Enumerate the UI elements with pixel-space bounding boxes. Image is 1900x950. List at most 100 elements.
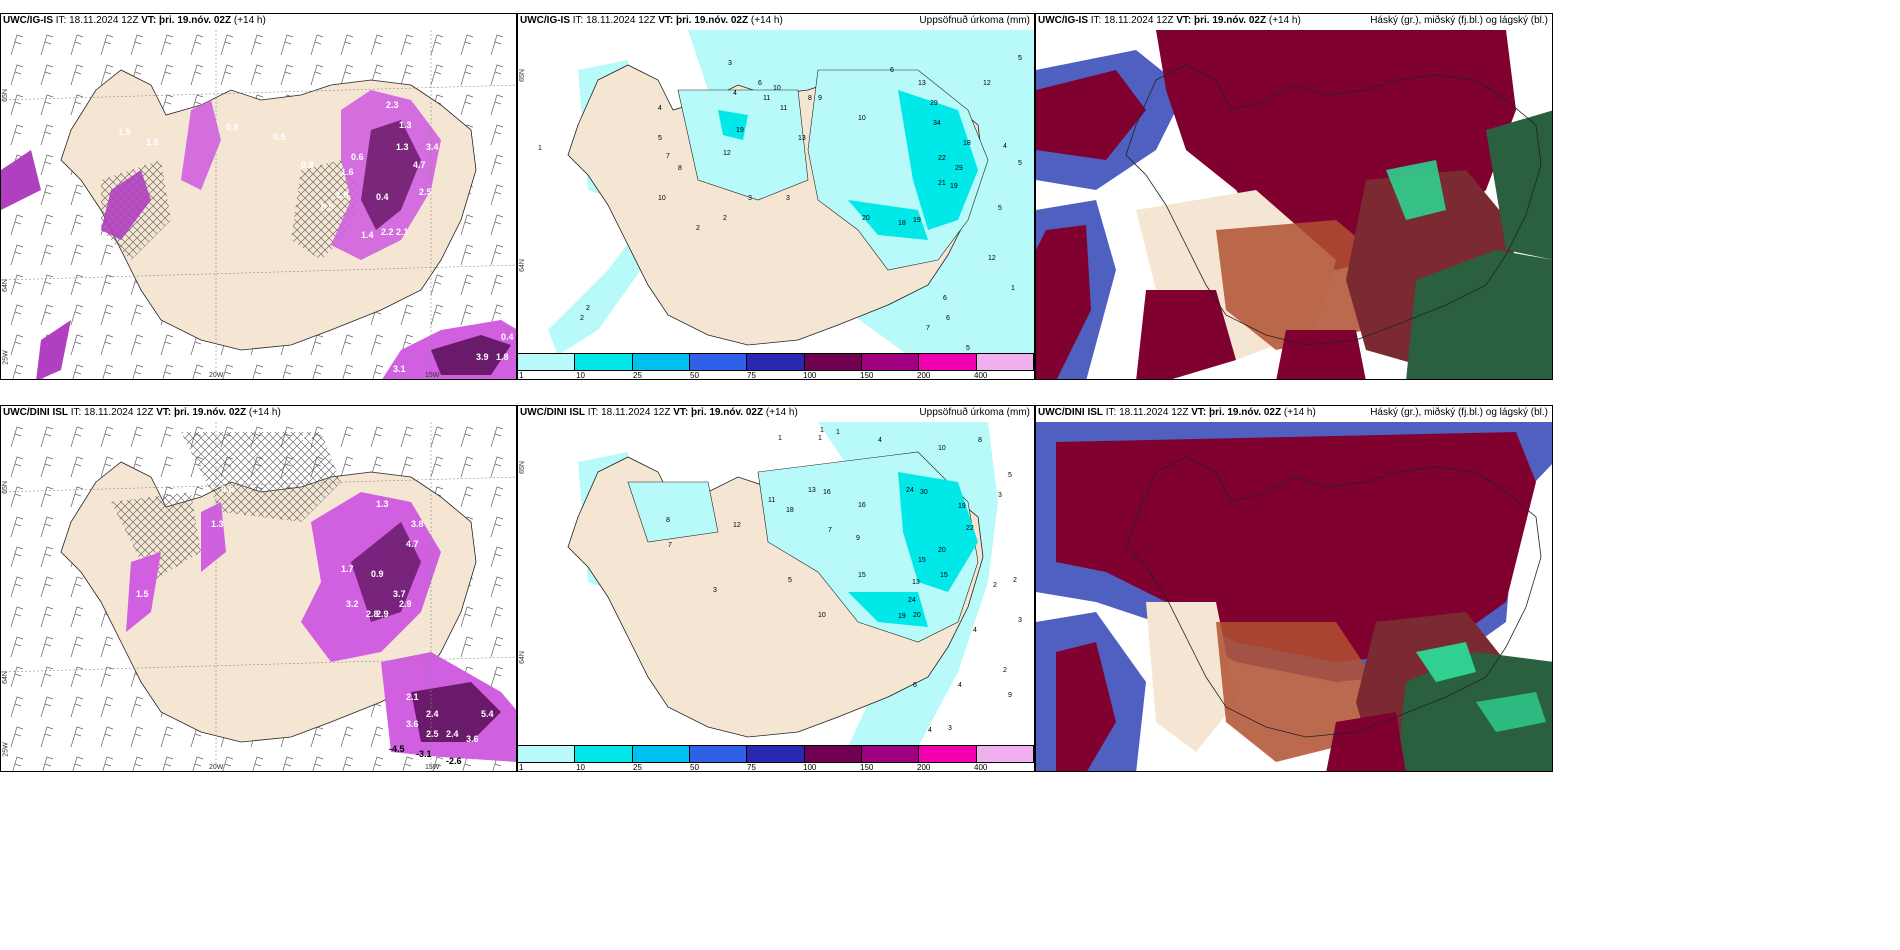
value-label: 12 <box>983 80 991 87</box>
panel-6-clouds-dini: UWC/DINI ISL IT: 18.11.2024 12Z VT: þri.… <box>1035 405 1553 772</box>
value-label: 10 <box>658 195 666 202</box>
value-label: 3 <box>748 195 752 202</box>
value-label: 20 <box>938 547 946 554</box>
value-label: 1.3 <box>211 519 224 529</box>
value-label: 11 <box>768 497 775 504</box>
value-label: 5 <box>1018 55 1022 62</box>
value-label: 4 <box>973 627 977 634</box>
value-label: 10 <box>818 612 826 619</box>
panel-title: UWC/DINI ISL IT: 18.11.2024 12Z VT: þri.… <box>1038 407 1316 418</box>
panel-subtitle: Uppsöfnuð úrkoma (mm) <box>919 15 1030 26</box>
value-label: 8 <box>666 517 670 524</box>
value-label: 6 <box>946 315 950 322</box>
value-label: 4.7 <box>406 539 419 549</box>
panel-3-clouds-igis: UWC/IG-IS IT: 18.11.2024 12Z VT: þri. 19… <box>1035 13 1553 380</box>
lat-label: 25W <box>2 742 10 757</box>
colorbar-cell <box>861 746 920 762</box>
colorbar-cell <box>518 746 576 762</box>
value-label: 7 <box>828 527 832 534</box>
colorbar-cell <box>689 746 748 762</box>
value-label: 3.1 <box>393 364 406 374</box>
colorbar-label: 1 <box>519 371 524 380</box>
value-label: 7 <box>666 153 670 160</box>
value-label: 4 <box>928 727 932 734</box>
value-label: 3.6 <box>466 734 479 744</box>
colorbar-label: 10 <box>576 371 585 380</box>
value-label: 1.4 <box>361 230 374 240</box>
colorbar-cell <box>575 746 633 762</box>
panel-2-precip-igis: UWC/IG-IS IT: 18.11.2024 12Z VT: þri. 19… <box>517 13 1035 380</box>
value-label: 12 <box>733 522 741 529</box>
panel-title: UWC/DINI ISL IT: 18.11.2024 12Z VT: þri.… <box>520 407 798 418</box>
map-clouds <box>1036 30 1552 379</box>
lat-label: 64N <box>518 651 526 664</box>
colorbar-label: 400 <box>974 371 988 380</box>
value-label: 6 <box>913 682 917 689</box>
value-label: 1.3 <box>396 142 409 152</box>
value-label: 4 <box>658 105 662 112</box>
colorbar-cell <box>689 354 748 370</box>
value-label: 1 <box>820 427 824 434</box>
lat-label: 64N <box>1 671 9 684</box>
value-label: 6 <box>890 67 894 74</box>
value-label: 24 <box>908 597 916 604</box>
colorbar-cell <box>976 354 1034 370</box>
colorbar-cell <box>804 746 862 762</box>
map-wind-precip: 0.8 1.5 1.5 0.5 0.6 2.3 1.3 0.8 1.6 1.3 … <box>1 30 516 379</box>
value-label: 2.3 <box>386 100 399 110</box>
colorbar-label: 25 <box>633 763 642 772</box>
value-label: 2.1 <box>406 692 419 702</box>
colorbar-cell <box>747 354 805 370</box>
value-label: 0.6 <box>221 484 234 494</box>
lon-label: 20W <box>209 372 224 379</box>
colorbar-label: 50 <box>690 371 699 380</box>
value-label: 1.3 <box>399 120 412 130</box>
value-label: 12 <box>988 255 996 262</box>
lat-label: 65N <box>1 89 9 102</box>
lon-label: 15W <box>425 372 440 379</box>
value-label: 4 <box>878 437 882 444</box>
value-label: 0.4 <box>501 332 514 342</box>
panel-title: UWC/DINI ISL IT: 18.11.2024 12Z VT: þri.… <box>3 407 281 418</box>
panel-title: UWC/IG-IS IT: 18.11.2024 12Z VT: þri. 19… <box>3 15 266 26</box>
value-label: 2.4 <box>426 709 439 719</box>
value-label: 16 <box>823 489 831 496</box>
value-label: 2 <box>580 315 584 322</box>
colorbar-cell <box>518 354 576 370</box>
colorbar-label: 10 <box>576 763 585 772</box>
value-label: 1.6 <box>341 167 354 177</box>
precip-colorbar: 1 10 25 50 75 100 150 200 400 <box>518 745 1034 771</box>
value-label: 34 <box>933 120 941 127</box>
colorbar-cell <box>919 746 977 762</box>
value-label: 18 <box>898 220 906 227</box>
value-label: 3 <box>948 725 952 732</box>
panel-subtitle: Háský (gr.), miðský (fj.bl.) og lágský (… <box>1370 407 1548 418</box>
value-label: 2.5 <box>426 729 439 739</box>
value-label: 5 <box>788 577 792 584</box>
value-label: 11 <box>763 95 770 102</box>
colorbar-label: 200 <box>917 371 931 380</box>
value-label: 22 <box>938 155 946 162</box>
value-label: 1.8 <box>336 190 349 200</box>
value-label: 2.8 <box>366 609 379 619</box>
value-label: 13 <box>918 80 926 87</box>
value-label: 6 <box>943 295 947 302</box>
value-label: 1 <box>1011 285 1015 292</box>
value-label: 20 <box>862 215 870 222</box>
value-label: 0.6 <box>351 152 364 162</box>
value-label: 0.8 <box>226 122 239 132</box>
value-label: 4.7 <box>413 160 426 170</box>
colorbar-label: 150 <box>860 763 874 772</box>
value-label: 1.5 <box>136 589 149 599</box>
value-label: 24 <box>906 487 914 494</box>
lat-label: 65N <box>518 461 526 474</box>
panel-title: UWC/IG-IS IT: 18.11.2024 12Z VT: þri. 19… <box>1038 15 1301 26</box>
colorbar-label: 50 <box>690 763 699 772</box>
colorbar-label: 25 <box>633 371 642 380</box>
value-label: 18 <box>786 507 794 514</box>
lat-label: 65N <box>518 69 526 82</box>
value-label: 7 <box>926 325 930 332</box>
value-label: 13 <box>808 487 816 494</box>
value-label: 8 <box>678 165 682 172</box>
colorbar-label: 100 <box>803 763 817 772</box>
